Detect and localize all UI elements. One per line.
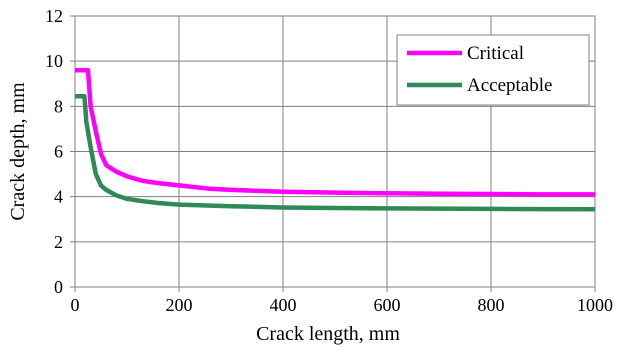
y-axis-title: Crack depth, mm [7, 82, 29, 221]
series-line-acceptable [75, 93, 596, 212]
x-axis-title: Crack length, mm [256, 323, 400, 345]
x-tick-label: 1000 [577, 295, 613, 315]
legend-label-critical: Critical [467, 43, 524, 64]
series-line-critical [75, 67, 595, 197]
y-tick-label: 6 [54, 142, 63, 162]
legend-box [396, 34, 590, 106]
x-tick-label: 0 [71, 295, 80, 315]
y-tick-label: 8 [54, 96, 63, 116]
y-tick-label: 10 [45, 51, 63, 71]
y-tick-label: 12 [45, 6, 63, 26]
y-tick-label: 4 [54, 187, 63, 207]
x-tick-label: 800 [478, 295, 505, 315]
x-tick-label: 400 [270, 295, 297, 315]
y-tick-label: 0 [54, 277, 63, 297]
legend-label-acceptable: Acceptable [467, 75, 552, 96]
x-tick-label: 600 [374, 295, 401, 315]
x-tick-label: 200 [166, 295, 193, 315]
y-tick-label: 2 [54, 232, 63, 252]
